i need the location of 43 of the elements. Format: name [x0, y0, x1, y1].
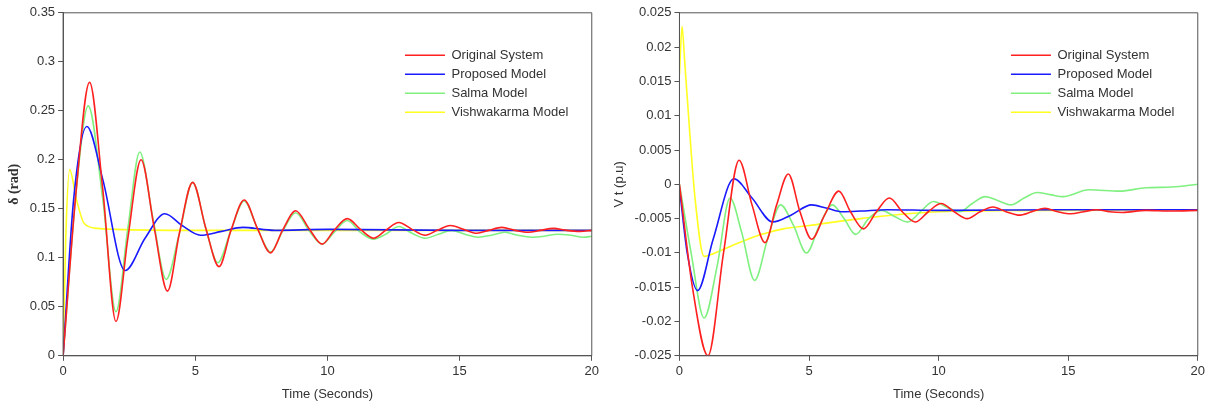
legend-label: Original System — [1057, 46, 1150, 62]
x-tick-label: 5 — [805, 363, 813, 379]
x-tick-label: 15 — [1060, 363, 1076, 379]
y-tick-label: 0.015 — [638, 72, 672, 88]
y-tick-label: 0.15 — [29, 200, 56, 216]
y-tick-label: 0 — [664, 175, 672, 191]
x-tick-label: 5 — [191, 363, 199, 379]
y-tick-label: 0.05 — [29, 298, 56, 314]
x-tick-label: 15 — [452, 363, 467, 379]
y-tick-label: -0.01 — [641, 244, 672, 260]
y-tick-label: 0.25 — [29, 102, 56, 118]
legend-label: Vishwakarma Model — [451, 103, 569, 119]
x-axis-title: Time (Seconds) — [281, 385, 374, 401]
y-tick-label: 0.025 — [638, 4, 672, 20]
x-tick-label: 10 — [931, 363, 946, 379]
legend-label: Proposed Model — [451, 65, 547, 81]
x-tick-label: 20 — [1190, 363, 1205, 379]
line-series — [679, 183, 1198, 319]
y-tick-label: 0.3 — [37, 53, 56, 69]
x-tick-label: 20 — [584, 363, 599, 379]
x-tick-label: 0 — [675, 363, 684, 379]
legend-label: Salma Model — [1057, 84, 1134, 100]
legend-label: Proposed Model — [1057, 65, 1153, 81]
legend-label: Vishwakarma Model — [1057, 103, 1175, 119]
y-tick-label: -0.02 — [641, 313, 672, 329]
line-series — [679, 178, 1198, 292]
y-tick-label: -0.025 — [634, 347, 672, 363]
y-tick-label: 0 — [47, 347, 56, 363]
y-axis-title: δ (rad) — [6, 163, 23, 205]
x-axis-title: Time (Seconds) — [892, 385, 985, 401]
y-tick-label: 0.02 — [646, 38, 672, 54]
y-tick-label: 0.35 — [29, 4, 56, 20]
legend-label: Salma Model — [451, 84, 528, 100]
y-tick-label: 0.1 — [37, 249, 56, 265]
y-tick-label: -0.005 — [634, 210, 672, 226]
y-tick-label: 0.005 — [638, 141, 672, 157]
y-tick-label: 0.01 — [646, 107, 672, 123]
y-axis-title: V t (p.u) — [611, 161, 627, 208]
y-tick-label: -0.015 — [634, 278, 672, 294]
x-tick-label: 10 — [320, 363, 335, 379]
x-tick-label: 0 — [59, 363, 67, 379]
y-tick-label: 0.2 — [37, 151, 56, 167]
legend-label: Original System — [451, 46, 544, 62]
